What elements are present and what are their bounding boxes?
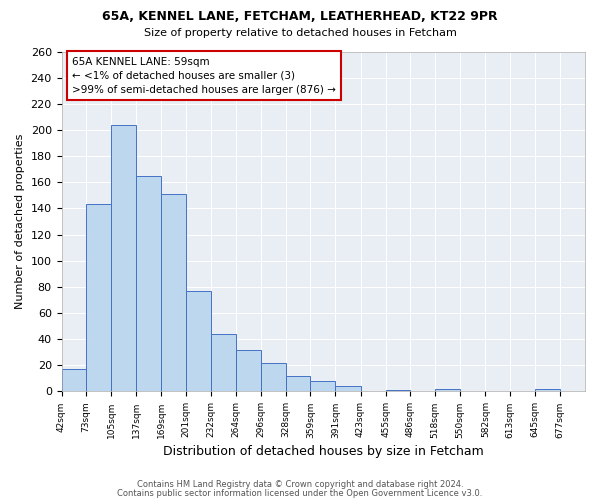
Bar (286, 376, 310, 392)
Bar (261, 362, 286, 392)
Bar (187, 291, 211, 392)
X-axis label: Distribution of detached houses by size in Fetcham: Distribution of detached houses by size … (163, 444, 484, 458)
Bar (62, 369, 86, 392)
Bar (211, 334, 236, 392)
Y-axis label: Number of detached properties: Number of detached properties (15, 134, 25, 309)
Text: 65A KENNEL LANE: 59sqm
← <1% of detached houses are smaller (3)
>99% of semi-det: 65A KENNEL LANE: 59sqm ← <1% of detached… (72, 56, 336, 94)
Text: Contains public sector information licensed under the Open Government Licence v3: Contains public sector information licen… (118, 488, 482, 498)
Bar (236, 350, 261, 392)
Bar (161, 194, 187, 392)
Bar (435, 389, 460, 392)
Bar (310, 381, 335, 392)
Bar (386, 390, 410, 392)
Bar (136, 176, 161, 392)
Text: Size of property relative to detached houses in Fetcham: Size of property relative to detached ho… (143, 28, 457, 38)
Bar (335, 386, 361, 392)
Bar (86, 204, 111, 392)
Text: 65A, KENNEL LANE, FETCHAM, LEATHERHEAD, KT22 9PR: 65A, KENNEL LANE, FETCHAM, LEATHERHEAD, … (102, 10, 498, 23)
Text: Contains HM Land Registry data © Crown copyright and database right 2024.: Contains HM Land Registry data © Crown c… (137, 480, 463, 489)
Bar (535, 389, 560, 392)
Bar (111, 124, 136, 392)
